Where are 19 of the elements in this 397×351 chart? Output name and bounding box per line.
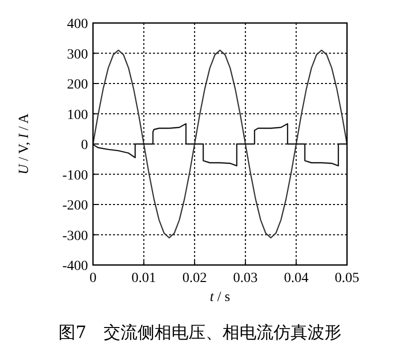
y-tick-label: 300 (67, 47, 88, 62)
x-tick-label: 0.02 (182, 271, 207, 286)
line-series (92, 50, 348, 238)
y-tick-label: -100 (62, 168, 88, 184)
x-tick-label: 0.01 (132, 271, 156, 286)
x-tick-label: 0.04 (284, 271, 308, 286)
y-tick-label: 200 (67, 78, 88, 92)
y-tick-label: -200 (62, 198, 88, 214)
y-tick-label: 100 (67, 108, 88, 123)
text: 图7 交流侧相电压、相电流仿真波形 (58, 323, 342, 343)
y-tick-label: -300 (62, 228, 88, 244)
y-tick-label: 400 (67, 17, 88, 32)
y-tick-label: -400 (62, 259, 88, 274)
x-axis-title: t / s (210, 290, 230, 305)
line-series (92, 123, 348, 166)
y-tick-label: 0 (81, 138, 88, 153)
x-tick-label: 0.05 (334, 271, 360, 286)
x-tick-label: 0.03 (233, 271, 258, 286)
y-axis-title: U / V, I / A (17, 112, 32, 174)
